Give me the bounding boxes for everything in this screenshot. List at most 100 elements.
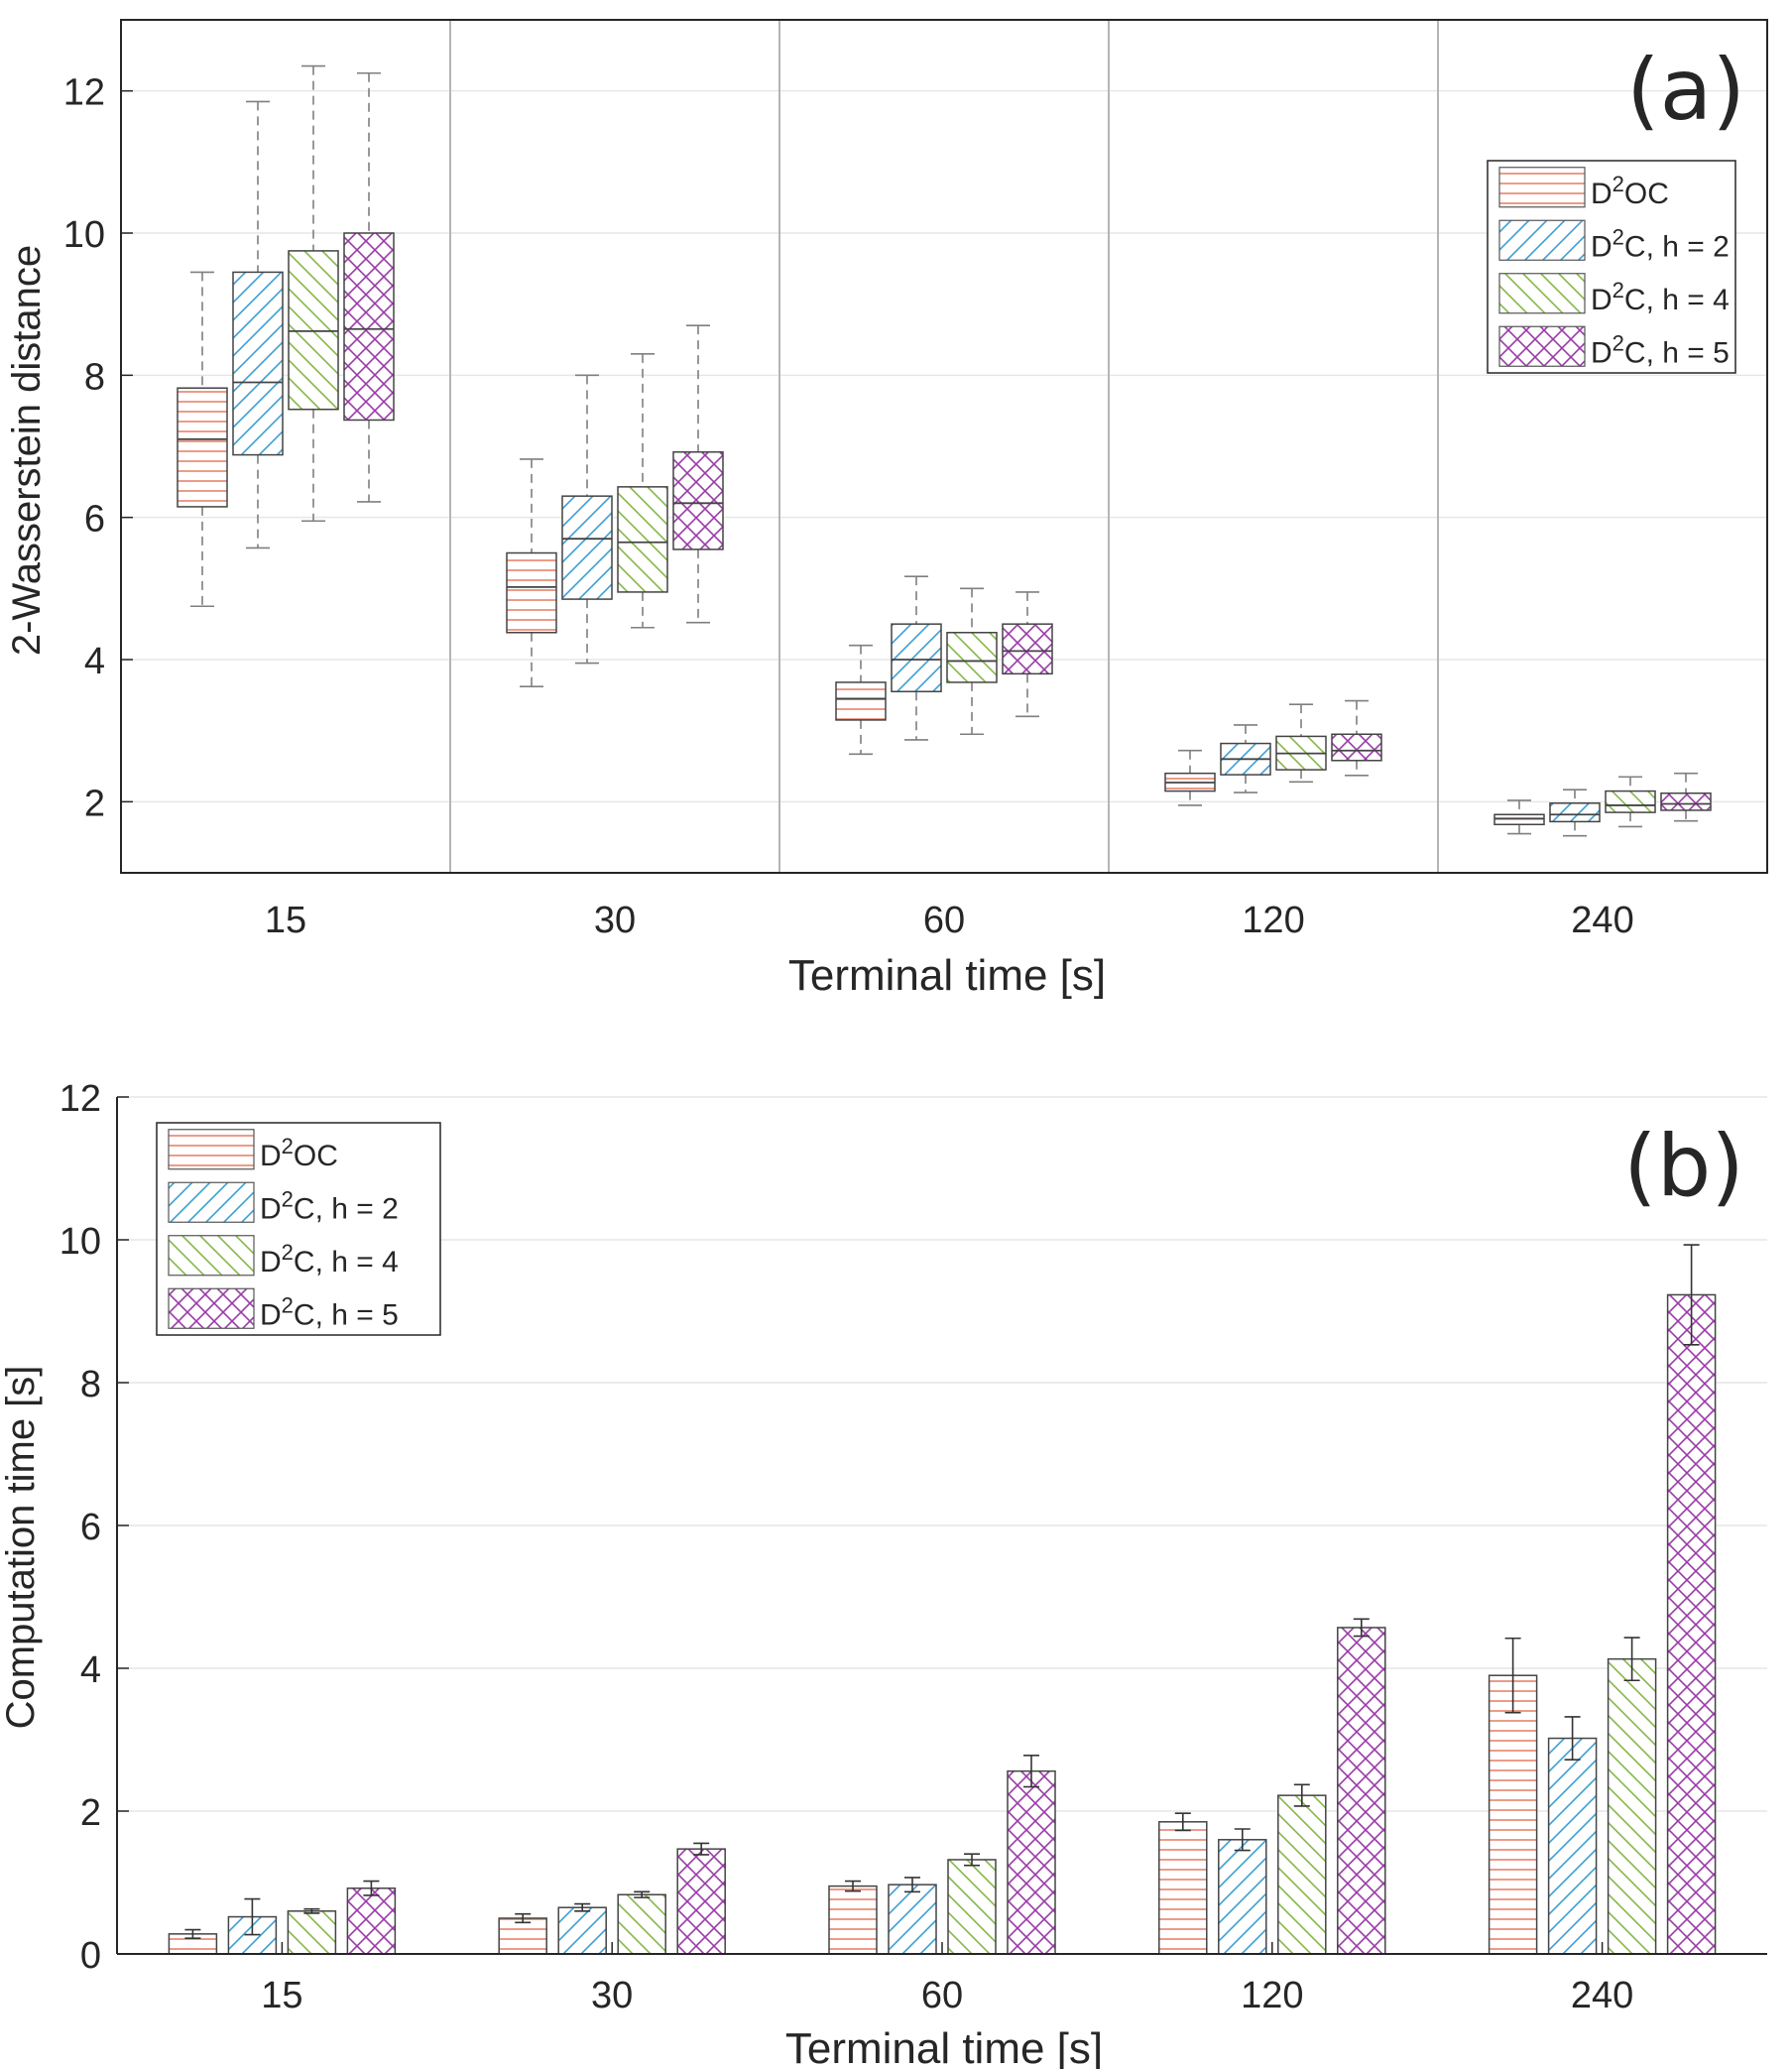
panel-a-box-D2OC-30 [506, 458, 557, 688]
panel-a-box-h4-15 [288, 64, 339, 523]
panel-a-box-h4-120 [1275, 703, 1327, 784]
panel-a-x-tick-label: 30 [594, 900, 636, 941]
panel-b-legend-label-4: D2C, h = 5 [260, 1292, 399, 1331]
panel-a-x-tick-label: 240 [1571, 900, 1633, 941]
panel-b-y-tick-label: 12 [60, 1078, 101, 1120]
panel-b-bar-h5-120 [1337, 1618, 1386, 1955]
panel-a-legend-label-4: D2C, h = 5 [1591, 330, 1730, 369]
panel-a-gridlines [121, 89, 1767, 803]
bar [888, 1884, 937, 1955]
panel-b-y-axis-label: Computation time [s] [0, 1366, 43, 1730]
panel-b-bar-h4-30 [617, 1890, 666, 1955]
panel-b-x-tick-label: 120 [1241, 1975, 1303, 2016]
panel-a-boxplot: 2 4 6 8 10 12 15 30 60 120 240 (a) Terminal time … [5, 19, 1768, 1000]
panel-b-y-tick-label: 10 [60, 1221, 101, 1263]
panel-a-box-h5-60 [1002, 591, 1053, 718]
panel-b-bar-D2OC-30 [498, 1912, 547, 1955]
panel-a-group-separators [449, 20, 1439, 873]
iqr-box [1549, 802, 1601, 823]
panel-b-y-tick-label: 2 [80, 1792, 101, 1834]
panel-b-bar-h5-30 [676, 1842, 726, 1955]
panel-a-box-h5-240 [1660, 772, 1712, 822]
panel-b-bar-h4-120 [1277, 1783, 1327, 1955]
panel-a-box-D2OC-60 [835, 644, 887, 756]
panel-a-y-ticks: 2 4 6 8 10 12 [63, 72, 133, 824]
panel-a-box-D2OC-240 [1493, 799, 1545, 835]
panel-b-barchart: 0 2 4 6 8 10 12 15 30 60 120 240 (b) Terminal time… [0, 1078, 1767, 2069]
panel-b-bar-h4-15 [287, 1907, 337, 1955]
panel-b-bar-h4-60 [947, 1853, 997, 1955]
panel-b-bar-h2-120 [1218, 1828, 1267, 1955]
panel-b-y-tick-label: 4 [80, 1649, 101, 1691]
panel-b-bar-h2-15 [227, 1897, 278, 1955]
panel-b-bar-h2-30 [557, 1902, 607, 1955]
iqr-box [343, 232, 395, 422]
iqr-box [177, 387, 228, 508]
panel-b-legend-swatch-4 [168, 1287, 255, 1329]
panel-a-legend-swatch-2 [1498, 219, 1586, 261]
panel-a-box-D2OC-120 [1164, 749, 1216, 806]
iqr-box [288, 250, 339, 411]
panel-b-legend-label-1: D2OC [260, 1134, 338, 1172]
panel-a-box-h4-30 [617, 353, 668, 629]
iqr-box [1331, 733, 1382, 762]
panel-b-legend-label-2: D2C, h = 2 [260, 1186, 399, 1225]
panel-b-y-tick-label: 0 [80, 1935, 101, 1977]
panel-a-box-h4-240 [1605, 776, 1656, 828]
panel-b-bar-h5-15 [346, 1880, 397, 1955]
panel-a-box-h5-120 [1331, 699, 1382, 777]
panel-b-bar-D2OC-15 [168, 1928, 218, 1955]
iqr-box [506, 551, 557, 634]
panel-b-legend-label-3: D2C, h = 4 [260, 1240, 399, 1278]
bar [1488, 1674, 1538, 1955]
panel-b-bars [168, 1244, 1717, 1955]
panel-a-y-tick-label: 12 [63, 72, 105, 114]
panel-a-x-tick-label: 15 [265, 900, 306, 941]
panel-b-bar-D2OC-60 [828, 1880, 878, 1955]
bar [1158, 1821, 1208, 1955]
panel-a-box-h2-120 [1220, 724, 1271, 793]
iqr-box [1002, 623, 1053, 675]
bar [1007, 1769, 1056, 1955]
bar [828, 1885, 878, 1955]
panel-b-bar-D2OC-120 [1158, 1812, 1208, 1955]
panel-a-boxes [177, 64, 1712, 837]
panel-a-box-h2-240 [1549, 789, 1601, 837]
panel-a-legend-swatch-1 [1498, 167, 1586, 208]
panel-b-legend: D2OC D2C, h = 2 D2C, h = 4 D2C, h = 5 [156, 1122, 441, 1336]
bar [676, 1848, 726, 1955]
panel-a-x-ticks: 15 30 60 120 240 [265, 900, 1634, 941]
panel-b-y-tick-label: 8 [80, 1364, 101, 1405]
panel-a-box-h2-30 [561, 374, 613, 665]
iqr-box [1660, 791, 1712, 811]
panel-b-x-axis-label: Terminal time [s] [785, 2024, 1103, 2069]
panel-a-legend-label-1: D2OC [1591, 172, 1669, 210]
panel-b-x-tick-label: 30 [591, 1975, 633, 2016]
panel-b-x-tick-label: 60 [921, 1975, 963, 2016]
panel-a-legend: D2OC D2C, h = 2 D2C, h = 4 D2C, h = 5 [1487, 160, 1736, 374]
panel-a-y-tick-label: 6 [84, 499, 105, 541]
panel-b-legend-swatch-1 [168, 1129, 255, 1170]
panel-a-box-h5-30 [672, 324, 724, 624]
panel-b-bar-h4-240 [1607, 1637, 1657, 1955]
panel-b-y-tick-label: 6 [80, 1507, 101, 1548]
bar [498, 1917, 547, 1955]
panel-a-axes-frame [120, 19, 1768, 874]
panel-b-bar-h2-60 [888, 1877, 937, 1955]
iqr-box [232, 271, 284, 456]
panel-a-box-D2OC-15 [177, 271, 228, 608]
iqr-box [1605, 790, 1656, 813]
bar [346, 1887, 397, 1955]
panel-a-x-tick-label: 120 [1242, 900, 1304, 941]
panel-a-y-tick-label: 10 [63, 214, 105, 256]
panel-a-legend-label-3: D2C, h = 4 [1591, 278, 1730, 316]
bar [1666, 1293, 1717, 1955]
panel-a-x-axis-label: Terminal time [s] [788, 951, 1106, 1000]
panel-b-x-tick-label: 15 [261, 1975, 302, 2016]
panel-b-y-ticks: 0 2 4 6 8 10 12 [60, 1078, 129, 1977]
bar [1218, 1839, 1267, 1955]
panel-a-y-tick-label: 2 [84, 783, 105, 824]
bar [1337, 1627, 1386, 1955]
panel-b-legend-swatch-3 [168, 1235, 255, 1277]
